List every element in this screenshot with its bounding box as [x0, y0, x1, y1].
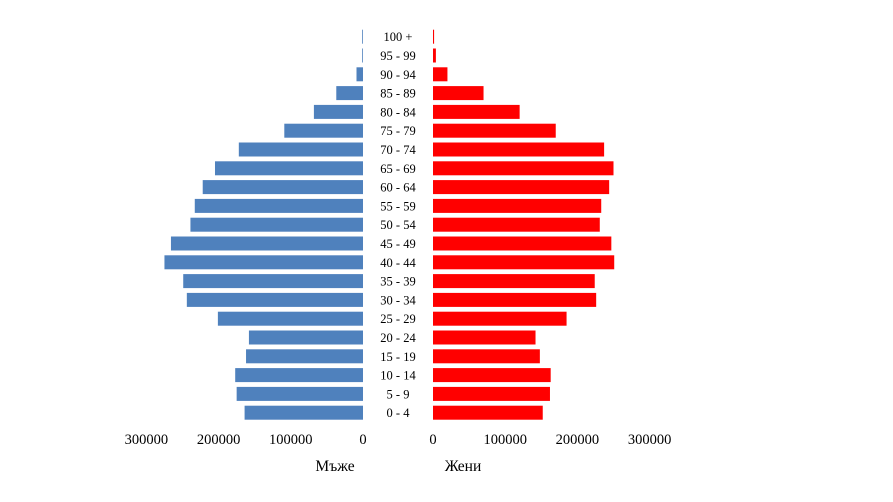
- age-group-label: 70 - 74: [380, 143, 416, 157]
- female-bar-8: [433, 255, 615, 270]
- age-group-label: 40 - 44: [380, 256, 416, 270]
- female-bar-13: [433, 161, 614, 176]
- age-group-label: 25 - 29: [380, 312, 415, 326]
- female-bars: [433, 29, 615, 420]
- male-bar-16: [313, 104, 363, 119]
- male-bar-14: [238, 142, 363, 157]
- age-group-label: 30 - 34: [380, 293, 416, 307]
- male-axis-tick-label: 0: [359, 432, 366, 448]
- age-group-label: 50 - 54: [380, 218, 416, 232]
- female-bar-9: [433, 236, 612, 251]
- female-bar-2: [433, 368, 551, 383]
- age-group-label: 45 - 49: [380, 237, 415, 251]
- female-bar-19: [433, 48, 436, 63]
- female-bar-11: [433, 198, 602, 213]
- female-bar-10: [433, 217, 600, 232]
- female-bar-20: [433, 29, 435, 44]
- age-group-label: 85 - 89: [380, 87, 415, 101]
- age-group-label: 90 - 94: [380, 68, 416, 82]
- male-bar-8: [164, 255, 363, 270]
- female-axis-tick-label: 0: [429, 432, 436, 448]
- age-group-label: 5 - 9: [387, 387, 410, 401]
- age-group-label: 65 - 69: [380, 162, 415, 176]
- female-bar-14: [433, 142, 605, 157]
- female-axis-tick-label: 300000: [628, 432, 672, 448]
- male-bar-4: [248, 330, 363, 345]
- male-bar-9: [170, 236, 363, 251]
- female-bar-7: [433, 274, 595, 289]
- male-axis-title: Мъже: [315, 458, 354, 475]
- male-axis-tick-label: 100000: [269, 432, 313, 448]
- age-group-label: 35 - 39: [380, 275, 415, 289]
- age-group-label: 80 - 84: [380, 105, 416, 119]
- male-bar-13: [214, 161, 363, 176]
- male-bar-1: [236, 386, 363, 401]
- female-bar-15: [433, 123, 556, 138]
- male-bar-12: [202, 180, 363, 195]
- female-bar-4: [433, 330, 536, 345]
- age-group-label: 60 - 64: [380, 181, 416, 195]
- male-axis-tick-label: 300000: [125, 432, 169, 448]
- male-bar-3: [246, 349, 363, 364]
- male-bar-0: [244, 405, 363, 420]
- age-group-labels: 0 - 4 5 - 9 10 - 14 15 - 19 20 - 24 25 - 29 30…: [380, 30, 416, 420]
- male-bar-6: [186, 292, 363, 307]
- female-bar-17: [433, 86, 484, 101]
- female-bar-18: [433, 67, 448, 82]
- age-group-label: 20 - 24: [380, 331, 416, 345]
- male-bar-10: [190, 217, 363, 232]
- male-bars: [164, 29, 363, 420]
- female-axis-title: Жени: [445, 458, 482, 475]
- male-bar-19: [362, 48, 363, 63]
- age-group-label: 10 - 14: [380, 369, 416, 383]
- female-bar-5: [433, 311, 567, 326]
- male-bar-20: [362, 29, 363, 44]
- axis-tick-labels: 300000 200000 100000 0 0 100000 200000 300000: [125, 432, 672, 448]
- female-bar-3: [433, 349, 540, 364]
- female-bar-1: [433, 386, 550, 401]
- male-bar-2: [235, 368, 363, 383]
- male-bar-7: [183, 274, 363, 289]
- female-axis-tick-label: 200000: [556, 432, 600, 448]
- female-bar-6: [433, 292, 597, 307]
- age-group-label: 0 - 4: [387, 406, 411, 420]
- male-bar-17: [336, 86, 363, 101]
- male-bar-5: [217, 311, 363, 326]
- male-bar-11: [194, 198, 363, 213]
- female-bar-16: [433, 104, 520, 119]
- male-axis-tick-label: 200000: [197, 432, 241, 448]
- age-group-label: 100 +: [384, 30, 413, 44]
- male-bar-15: [284, 123, 363, 138]
- age-group-label: 55 - 59: [380, 199, 415, 213]
- female-bar-12: [433, 180, 610, 195]
- female-bar-0: [433, 405, 543, 420]
- female-axis-tick-label: 100000: [483, 432, 527, 448]
- age-group-label: 15 - 19: [380, 350, 415, 364]
- male-bar-18: [356, 67, 363, 82]
- age-group-label: 95 - 99: [380, 49, 415, 63]
- age-group-label: 75 - 79: [380, 124, 415, 138]
